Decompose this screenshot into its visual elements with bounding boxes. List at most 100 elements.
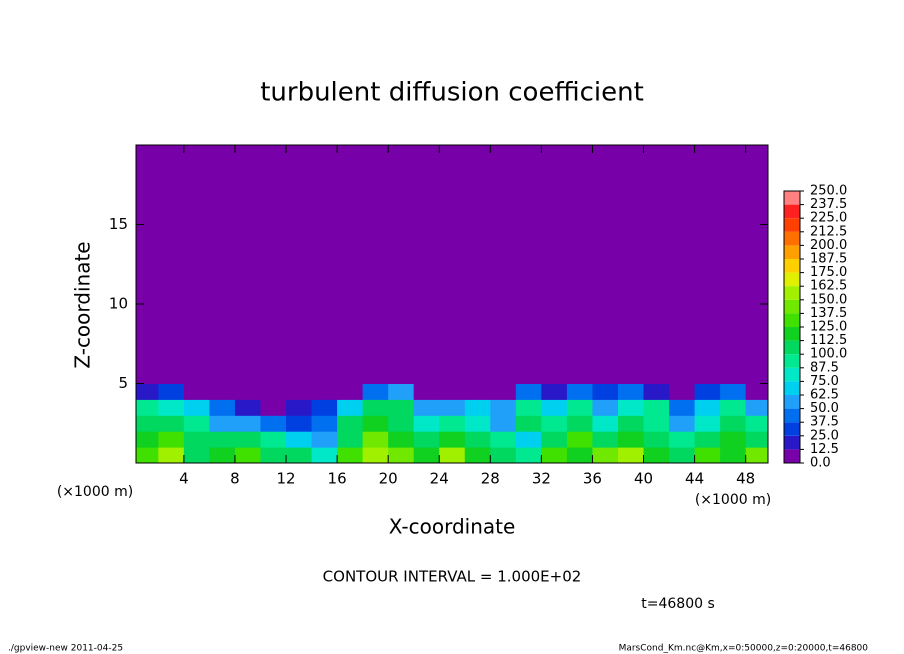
cell (643, 383, 670, 400)
x-tick-label: 28 (481, 470, 500, 488)
cell (209, 415, 236, 432)
colorbar-swatch (784, 313, 800, 327)
y-axis-label: Z-coordinate (71, 241, 95, 368)
cell (643, 399, 670, 416)
cell (592, 447, 619, 463)
x-tick-label: 36 (583, 470, 602, 488)
cell (337, 383, 364, 400)
colorbar-swatch (784, 299, 800, 314)
cell (337, 447, 364, 463)
cell (337, 431, 364, 448)
cell (617, 383, 645, 400)
cell (439, 415, 466, 432)
cell (515, 447, 542, 463)
colorbar-swatch (784, 218, 800, 232)
cell (413, 447, 440, 463)
cell (592, 145, 619, 384)
cell (388, 383, 415, 400)
cell (209, 145, 236, 384)
cell (745, 415, 768, 432)
cell (566, 415, 593, 432)
x-tick-label: 20 (379, 470, 398, 488)
cell (158, 415, 185, 432)
cell (720, 447, 747, 463)
colorbar-swatch (784, 449, 800, 463)
cell (234, 447, 261, 463)
cell (669, 415, 696, 432)
cell (234, 399, 261, 416)
cell (464, 399, 491, 416)
cell (720, 383, 747, 400)
cell (388, 399, 415, 416)
x-axis-label: X-coordinate (389, 515, 516, 539)
colorbar-swatch (784, 245, 800, 259)
cell (439, 383, 466, 400)
cell (515, 383, 542, 400)
cell (643, 447, 670, 463)
colorbar-label: 162.5 (810, 279, 847, 294)
cell (541, 383, 568, 400)
cell (592, 399, 619, 416)
cell (311, 447, 338, 463)
cell (337, 399, 364, 416)
colorbar-swatch (784, 286, 800, 300)
colorbar-label: 50.0 (810, 401, 839, 416)
cell (183, 415, 210, 432)
x-tick-label: 32 (532, 470, 551, 488)
cell (745, 399, 768, 416)
colorbar-label: 175.0 (810, 265, 847, 280)
cell (209, 399, 236, 416)
cell (311, 431, 338, 448)
cell (490, 415, 517, 432)
cell (490, 431, 517, 448)
cell (617, 145, 645, 384)
cell (745, 447, 768, 463)
cell (541, 145, 568, 384)
cell (260, 431, 287, 448)
cell (439, 447, 466, 463)
cell (720, 415, 747, 432)
cell (541, 415, 568, 432)
colorbar-label: 250.0 (810, 184, 847, 199)
cell (643, 415, 670, 432)
cell (464, 415, 491, 432)
cell (745, 145, 768, 384)
cell (720, 399, 747, 416)
cell (286, 431, 313, 448)
cell (158, 383, 185, 400)
cell (337, 145, 364, 384)
cell (311, 399, 338, 416)
cell (388, 447, 415, 463)
cell (413, 399, 440, 416)
cell (388, 415, 415, 432)
cell (439, 145, 466, 384)
cell (362, 431, 389, 448)
cell (362, 447, 389, 463)
cell (337, 415, 364, 432)
cell (362, 383, 389, 400)
cell (745, 383, 768, 400)
x-tick-label: 44 (685, 470, 704, 488)
cell (617, 415, 645, 432)
footer-left: ./gpview-new 2011-04-25 (8, 644, 123, 654)
cell (234, 415, 261, 432)
colorbar-swatch (784, 435, 800, 450)
cell (136, 415, 159, 432)
cell (413, 415, 440, 432)
cell (260, 415, 287, 432)
cell (260, 447, 287, 463)
cell (694, 145, 721, 384)
cell (515, 145, 542, 384)
cell (413, 431, 440, 448)
cell (464, 431, 491, 448)
cell (136, 399, 159, 416)
cell (286, 145, 313, 384)
cell (183, 431, 210, 448)
cell (158, 431, 185, 448)
colorbar-label: 75.0 (810, 374, 839, 389)
cell (158, 399, 185, 416)
colorbar-label: 87.5 (810, 360, 839, 375)
cell (694, 447, 721, 463)
x-tick-label: 12 (276, 470, 295, 488)
cell (388, 431, 415, 448)
